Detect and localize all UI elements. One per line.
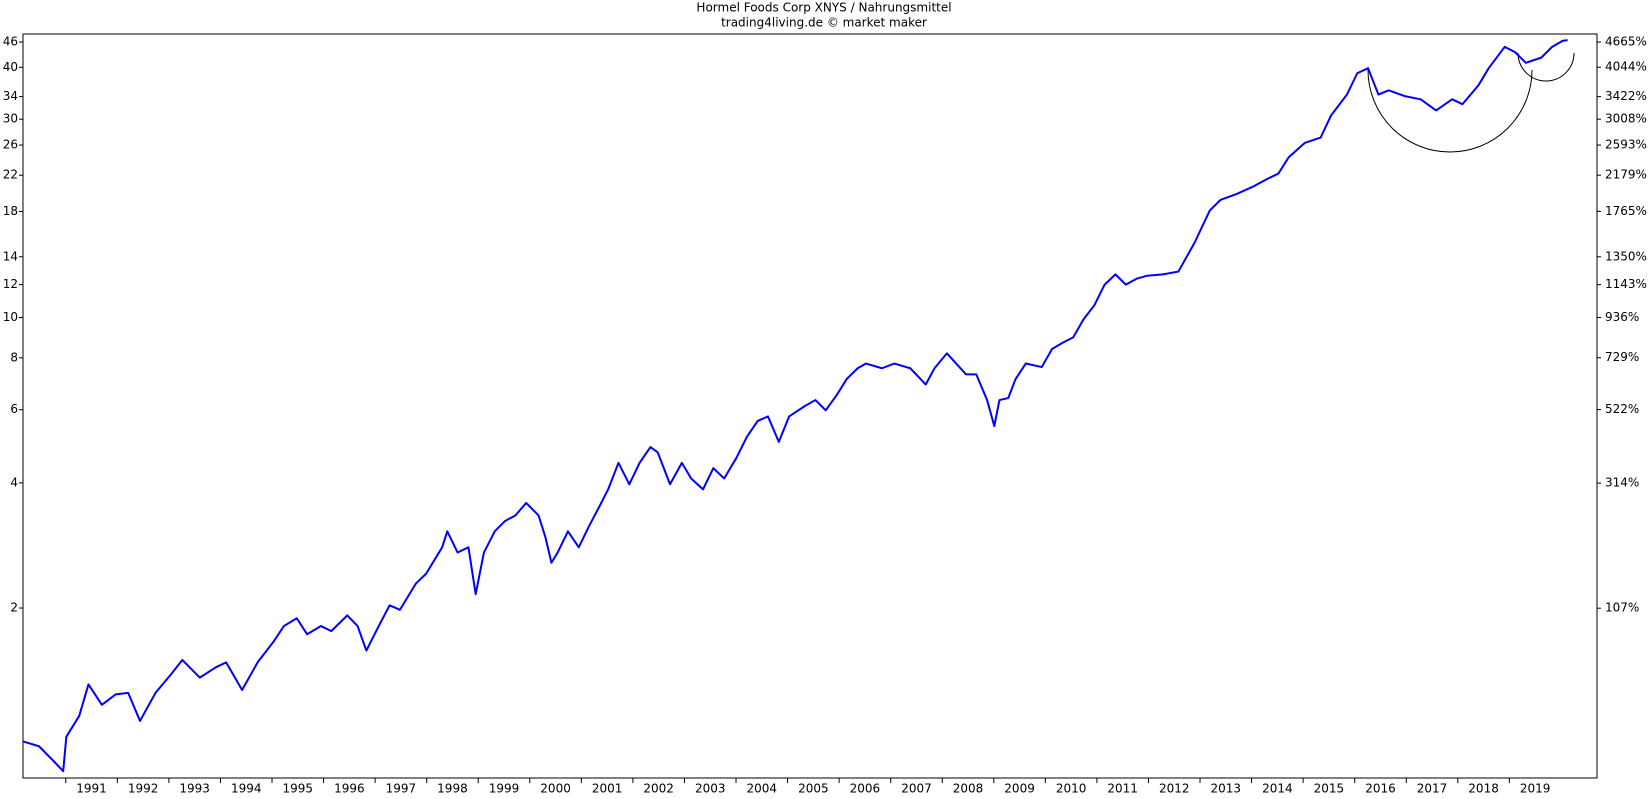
x-tick-label: 1995: [283, 782, 314, 796]
x-tick-label: 2011: [1107, 782, 1138, 796]
y-tick-label: 34: [3, 89, 18, 103]
y2-tick-label: 936%: [1605, 310, 1639, 324]
y-tick-label: 26: [3, 138, 18, 152]
x-tick-label: 2006: [850, 782, 881, 796]
y-tick-label: 2: [10, 601, 18, 615]
y2-tick-label: 2179%: [1605, 168, 1647, 182]
x-tick-label: 2016: [1365, 782, 1396, 796]
x-tick-label: 1996: [334, 782, 365, 796]
y-tick-label: 14: [3, 249, 18, 263]
x-tick-label: 2002: [643, 782, 674, 796]
x-tick-label: 1997: [386, 782, 417, 796]
x-tick-label: 2007: [901, 782, 932, 796]
y-tick-label: 10: [3, 310, 18, 324]
chart-title: Hormel Foods Corp XNYS / Nahrungsmittel: [696, 1, 951, 15]
x-tick-label: 2017: [1417, 782, 1448, 796]
y2-tick-label: 2593%: [1605, 138, 1647, 152]
y-tick-label: 40: [3, 60, 18, 74]
x-tick-label: 2018: [1468, 782, 1499, 796]
y2-tick-label: 3422%: [1605, 89, 1647, 103]
y2-tick-label: 3008%: [1605, 112, 1647, 126]
y2-tick-label: 4665%: [1605, 35, 1647, 49]
y-tick-label: 12: [3, 277, 18, 291]
x-tick-label: 2013: [1211, 782, 1242, 796]
y2-tick-label: 1143%: [1605, 277, 1647, 291]
y-tick-label: 18: [3, 204, 18, 218]
x-tick-label: 2001: [592, 782, 623, 796]
y-tick-label: 30: [3, 112, 18, 126]
price-line: [22, 39, 1568, 773]
x-tick-label: 2008: [953, 782, 984, 796]
x-tick-label: 1992: [128, 782, 159, 796]
y2-tick-label: 1765%: [1605, 204, 1647, 218]
x-tick-label: 2004: [747, 782, 778, 796]
plot-frame: [22, 33, 1598, 779]
annotation-arc: [1367, 69, 1533, 153]
annotation-arc: [1517, 52, 1575, 82]
y-tick-label: 22: [3, 168, 18, 182]
y2-tick-label: 522%: [1605, 402, 1639, 416]
x-tick-label: 2003: [695, 782, 726, 796]
x-tick-label: 1993: [179, 782, 210, 796]
x-tick-label: 1991: [76, 782, 107, 796]
x-tick-label: 2000: [540, 782, 571, 796]
x-tick-label: 2015: [1314, 782, 1345, 796]
chart-subtitle: trading4living.de © market maker: [721, 16, 927, 30]
x-tick-label: 2019: [1520, 782, 1551, 796]
x-tick-label: 1998: [437, 782, 468, 796]
y2-tick-label: 4044%: [1605, 60, 1647, 74]
y2-tick-label: 314%: [1605, 476, 1639, 490]
x-tick-label: 1994: [231, 782, 262, 796]
y-tick-label: 4: [10, 475, 18, 489]
x-tick-label: 2012: [1159, 782, 1190, 796]
y-tick-label: 8: [10, 350, 18, 364]
y2-tick-label: 729%: [1605, 350, 1639, 364]
x-tick-label: 1999: [489, 782, 520, 796]
x-tick-label: 2005: [798, 782, 829, 796]
y-tick-label: 46: [3, 35, 18, 49]
x-tick-label: 2009: [1004, 782, 1035, 796]
y2-tick-label: 107%: [1605, 601, 1639, 615]
x-tick-label: 2010: [1056, 782, 1087, 796]
y2-tick-label: 1350%: [1605, 249, 1647, 263]
x-tick-label: 2014: [1262, 782, 1293, 796]
y-tick-label: 6: [10, 402, 18, 416]
